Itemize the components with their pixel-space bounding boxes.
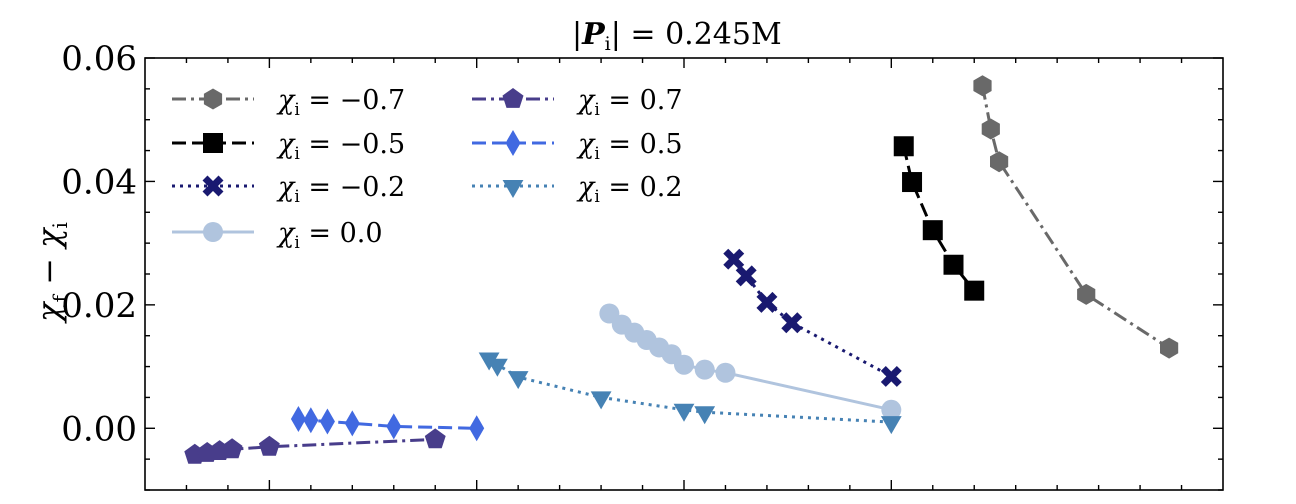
legend-label: χi = 0.2 <box>576 172 683 207</box>
data-point <box>735 265 757 287</box>
series-4 <box>184 428 446 464</box>
legend-marker <box>203 133 223 153</box>
series-3 <box>599 303 902 420</box>
legend-entry-6: χi = 0.2 <box>472 172 683 207</box>
y-tick-label: 0.02 <box>61 286 137 326</box>
data-point <box>469 415 485 442</box>
legend-label: χi = −0.7 <box>276 85 405 120</box>
series-6 <box>478 352 902 435</box>
series-line-1 <box>902 145 976 292</box>
data-point <box>386 413 402 440</box>
data-point <box>507 371 529 390</box>
legend-label: χi = −0.5 <box>276 129 405 164</box>
series-0 <box>973 75 1179 359</box>
y-tick-label: 0.06 <box>61 39 137 79</box>
data-point <box>880 365 902 387</box>
data-point <box>893 136 914 157</box>
legend-entry-2: χi = −0.2 <box>172 172 405 207</box>
series-line-0 <box>981 85 1170 350</box>
legend-entry-5: χi = 0.5 <box>472 129 683 164</box>
chart-title-text: |Pi| = 0.245M <box>572 17 782 55</box>
chart-title: |Pi| = 0.245M <box>572 17 782 55</box>
data-point <box>487 358 508 377</box>
legend-label: χi = 0.0 <box>276 218 383 253</box>
data-point <box>1160 337 1179 359</box>
axes: 0.00 0.02 0.04 0.06 <box>61 39 1224 491</box>
y-axis-label: χf − χi <box>30 222 72 324</box>
legend-entry-0: χi = −0.7 <box>172 85 405 120</box>
y-tick-label: 0.04 <box>61 162 137 202</box>
data-point <box>964 280 985 301</box>
data-point <box>290 406 306 433</box>
data-point <box>694 359 715 380</box>
data-point <box>590 391 612 410</box>
series-line-3 <box>608 312 892 412</box>
data-point <box>674 354 694 375</box>
data-point <box>902 172 923 193</box>
data-point <box>221 438 243 459</box>
legend-marker <box>505 130 521 156</box>
series-1 <box>893 136 985 301</box>
data-point <box>990 151 1009 173</box>
data-point <box>756 291 778 313</box>
series-line-2 <box>732 258 893 378</box>
data-point <box>781 312 803 334</box>
legend-marker <box>203 88 223 110</box>
y-tick-label: 0.00 <box>61 409 137 449</box>
legend-label: χi = 0.5 <box>576 129 683 164</box>
legend-marker <box>502 180 524 198</box>
legend-entry-1: χi = −0.5 <box>172 129 405 164</box>
data-point <box>880 416 902 435</box>
data-point <box>723 248 745 270</box>
legend-entry-3: χi = 0.0 <box>172 218 383 253</box>
legend-marker <box>203 222 223 242</box>
legend-label: χi = −0.2 <box>276 172 405 207</box>
data-point <box>319 408 335 435</box>
data-point <box>981 118 1000 140</box>
legend-marker <box>202 175 224 197</box>
data-point <box>715 362 736 383</box>
data-point <box>943 254 964 275</box>
data-point <box>694 406 716 425</box>
plot-area <box>184 75 1179 464</box>
data-point <box>1077 283 1096 305</box>
data-point <box>673 403 695 422</box>
legend-label: χi = 0.7 <box>576 85 683 120</box>
data-point <box>424 428 446 449</box>
legend: χi = −0.7 χi = −0.5 χi = −0.2 χi = 0.0 χi = … <box>172 85 683 253</box>
data-point <box>344 410 360 437</box>
data-point <box>303 407 319 434</box>
legend-entry-4: χi = 0.7 <box>472 85 683 120</box>
y-axis-label-text: χf − χi <box>30 222 72 324</box>
data-point <box>973 75 992 97</box>
data-point <box>258 435 280 456</box>
legend-marker <box>502 88 524 108</box>
data-point <box>881 399 902 420</box>
series-5 <box>290 406 485 442</box>
series-2 <box>723 248 902 387</box>
data-point <box>922 220 943 241</box>
